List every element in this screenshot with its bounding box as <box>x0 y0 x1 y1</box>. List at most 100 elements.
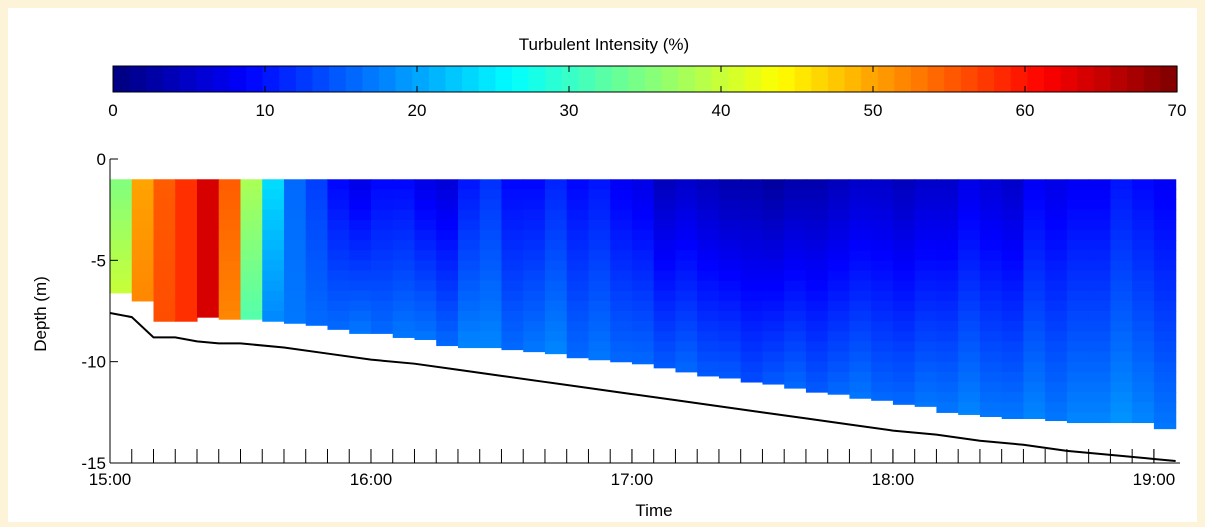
heatmap-cell <box>1066 290 1090 302</box>
heatmap-cell <box>1066 219 1090 231</box>
heatmap-cell <box>196 229 220 241</box>
heatmap-cell <box>784 229 807 241</box>
heatmap-cell <box>305 209 329 221</box>
heatmap-cell <box>892 321 916 332</box>
heatmap-cell <box>1088 300 1112 312</box>
heatmap-cell <box>1045 270 1068 282</box>
heatmap-cell <box>1153 422 1177 430</box>
heatmap-cell <box>392 179 416 190</box>
heatmap-cell <box>675 250 698 261</box>
heatmap-cell <box>827 341 851 353</box>
heatmap-cell <box>523 179 546 190</box>
heatmap-cell <box>414 179 437 190</box>
colorbar-swatch <box>611 66 629 92</box>
heatmap-cell <box>979 199 1003 211</box>
heatmap-cell <box>610 199 633 211</box>
heatmap-cell <box>218 229 242 241</box>
heatmap-cell <box>1001 229 1025 241</box>
heatmap-cell <box>979 321 1003 332</box>
heatmap-cell <box>958 219 981 231</box>
heatmap-cell <box>131 229 155 241</box>
heatmap-cell <box>697 311 720 322</box>
heatmap-cell <box>1132 219 1155 231</box>
heatmap-cell <box>588 240 611 251</box>
heatmap-cell <box>218 219 242 231</box>
heatmap-cell <box>436 280 459 292</box>
heatmap-cell <box>479 229 503 241</box>
heatmap-cell <box>327 311 350 322</box>
heatmap-cell <box>479 260 503 272</box>
heatmap-cell <box>457 240 481 251</box>
heatmap-cell <box>414 321 437 332</box>
heatmap-cell <box>675 361 698 373</box>
x-axis-label: Time <box>635 501 672 520</box>
heatmap-cell <box>392 290 416 302</box>
heatmap-cell <box>1132 351 1155 363</box>
heatmap-cell <box>131 179 155 190</box>
heatmap-cell <box>566 260 590 272</box>
heatmap-cell <box>544 300 568 312</box>
x-tick-label: 17:00 <box>611 470 654 489</box>
heatmap-cell <box>131 209 155 221</box>
heatmap-cell <box>653 270 677 282</box>
colorbar-swatch <box>312 66 330 92</box>
heatmap-cell <box>849 219 872 231</box>
colorbar-swatch <box>212 66 230 92</box>
heatmap-cell <box>1132 371 1155 383</box>
heatmap-cell <box>1132 189 1155 201</box>
heatmap-cell <box>1001 412 1025 420</box>
heatmap-cell <box>392 270 416 282</box>
heatmap-cell <box>979 209 1003 221</box>
heatmap-cell <box>1088 311 1112 322</box>
heatmap-cell <box>327 209 350 221</box>
heatmap-cell <box>697 240 720 251</box>
heatmap-cell <box>588 311 611 322</box>
heatmap-cell <box>1088 290 1112 302</box>
heatmap-cell <box>718 229 742 241</box>
heatmap-cell <box>936 280 959 292</box>
heatmap-cell <box>979 311 1003 322</box>
heatmap-cell <box>566 189 590 201</box>
heatmap-cell <box>762 199 785 211</box>
heatmap-cell <box>914 290 938 302</box>
heatmap-cell <box>914 402 938 407</box>
heatmap-cell <box>784 250 807 261</box>
heatmap-cell <box>392 219 416 231</box>
heatmap-cell <box>979 250 1003 261</box>
heatmap-cell <box>1023 270 1046 282</box>
heatmap-cell <box>784 199 807 211</box>
heatmap-cell <box>610 270 633 282</box>
heatmap-cell <box>240 270 263 282</box>
heatmap-cell <box>827 209 851 221</box>
colorbar-label: Turbulent Intensity (%) <box>519 35 689 54</box>
colorbar-swatch <box>744 66 762 92</box>
heatmap-cell <box>914 392 938 403</box>
heatmap-cell <box>914 280 938 292</box>
heatmap-cell <box>305 290 329 302</box>
heatmap-cell <box>1088 229 1112 241</box>
heatmap-cell <box>1110 371 1133 383</box>
heatmap-cell <box>110 219 133 231</box>
heatmap-cell <box>501 189 524 201</box>
heatmap-cell <box>631 280 655 292</box>
heatmap-cell <box>979 260 1003 272</box>
heatmap-cell <box>153 280 176 292</box>
heatmap-cell <box>501 240 524 251</box>
heatmap-cell <box>697 250 720 261</box>
heatmap-cell <box>1153 290 1177 302</box>
heatmap-cell <box>610 300 633 312</box>
heatmap-cell <box>566 321 590 332</box>
heatmap-cell <box>305 300 329 312</box>
heatmap-cell <box>1066 189 1090 201</box>
heatmap-cell <box>610 290 633 302</box>
heatmap-cell <box>718 199 742 211</box>
heatmap-cell <box>1066 260 1090 272</box>
heatmap-cell <box>631 229 655 241</box>
heatmap-cell <box>1132 392 1155 403</box>
heatmap-cell <box>849 392 872 399</box>
heatmap-cell <box>1088 250 1112 261</box>
heatmap-cell <box>892 331 916 342</box>
heatmap-cell <box>697 229 720 241</box>
heatmap-cell <box>1066 331 1090 342</box>
